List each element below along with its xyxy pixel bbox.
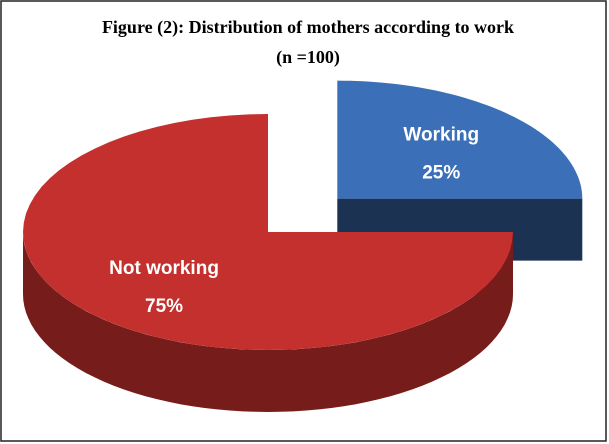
chart-subtitle: (n =100) — [276, 47, 340, 68]
value-label: 25% — [422, 163, 460, 184]
chart-title: Figure (2): Distribution of mothers acco… — [102, 17, 514, 38]
slice — [337, 80, 583, 199]
slice-label: Working — [403, 125, 479, 146]
pie: Working 25% Not working 75% — [23, 80, 583, 412]
slice-wall — [23, 232, 513, 412]
slice-label: Not working — [109, 258, 219, 279]
value-label: 75% — [145, 296, 183, 317]
slice — [23, 114, 513, 350]
